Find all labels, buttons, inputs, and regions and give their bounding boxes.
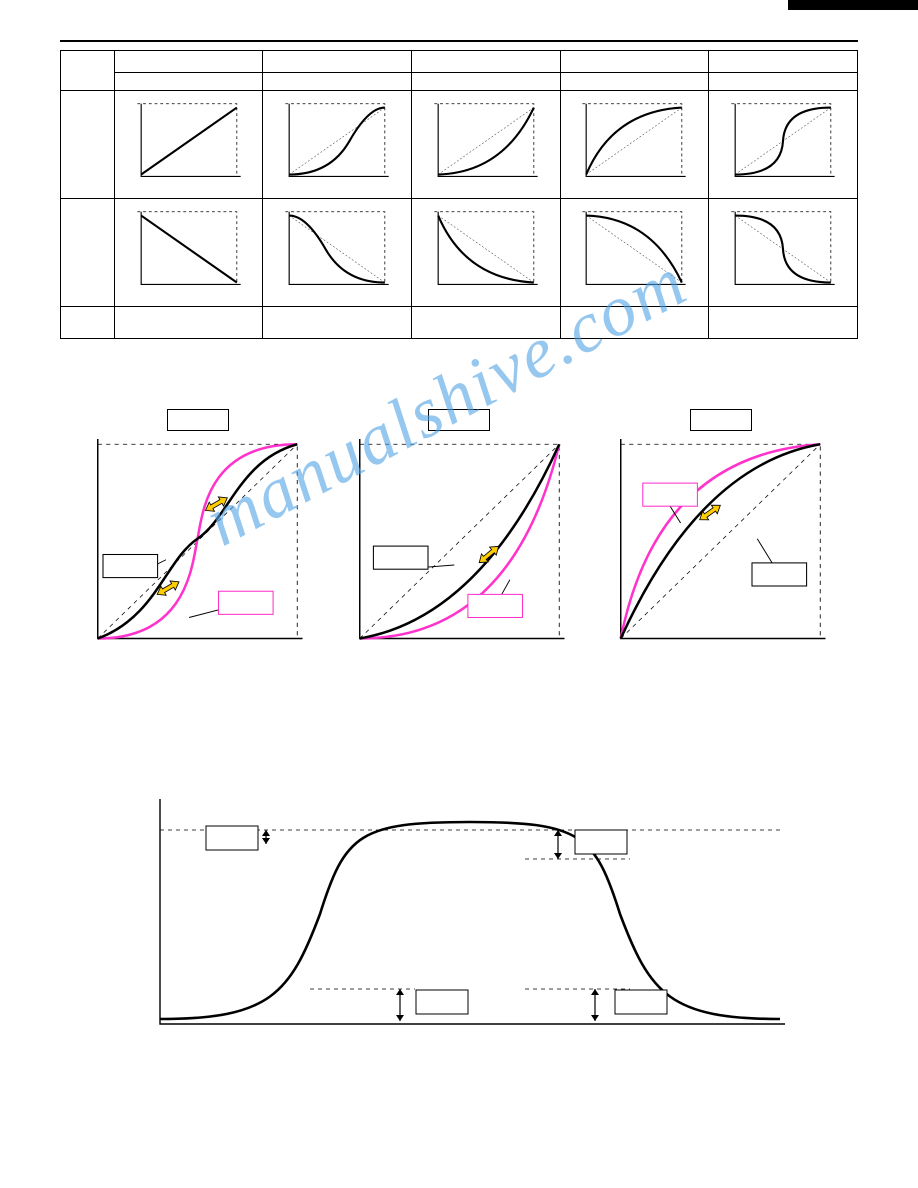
curve-cell-up-scurve [263, 91, 412, 199]
compare-title-box-1 [167, 409, 229, 431]
curve-cell-dn-convex [560, 199, 709, 307]
curve-cell-dn-concave [412, 199, 561, 307]
compare-title-box-3 [690, 409, 752, 431]
top-rule [60, 40, 858, 42]
curve-cell-up-convex [560, 91, 709, 199]
section-tab [788, 0, 918, 10]
comparison-row [60, 409, 858, 654]
compare-chart-1 [80, 409, 315, 654]
compare-chart-2 [342, 409, 577, 654]
envelope-chart-section [60, 794, 858, 1049]
curve-shapes-table [60, 50, 858, 339]
curve-cell-dn-scurve [263, 199, 412, 307]
curve-cell-up-linear [114, 91, 263, 199]
compare-chart-3 [603, 409, 838, 654]
curve-cell-dn-steep [709, 199, 858, 307]
compare-title-box-2 [428, 409, 490, 431]
curve-cell-up-steep [709, 91, 858, 199]
curve-cell-up-concave [412, 91, 561, 199]
curve-cell-dn-linear [114, 199, 263, 307]
